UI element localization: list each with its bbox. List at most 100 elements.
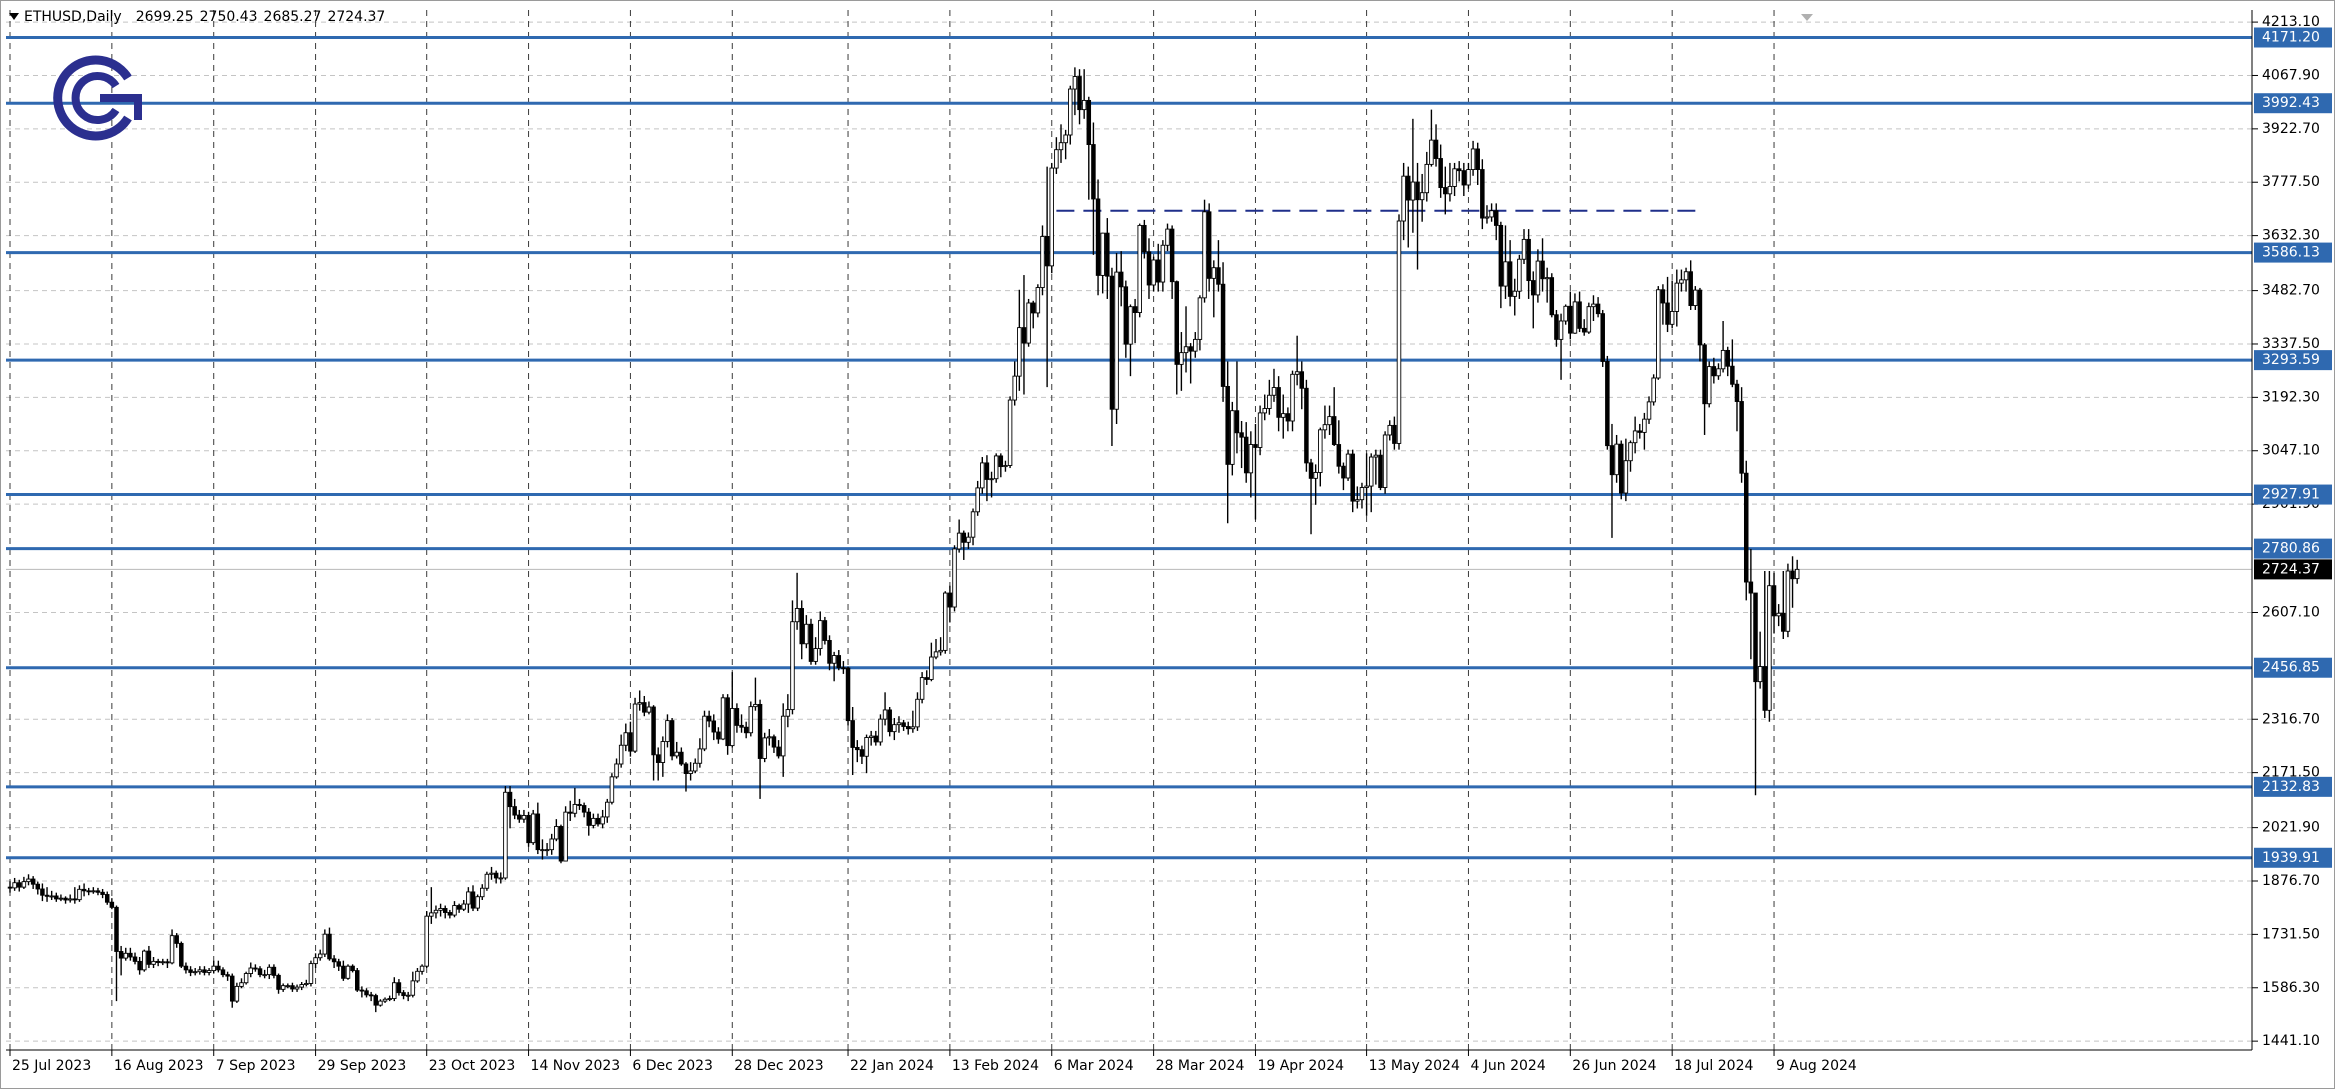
candle-body <box>943 592 948 651</box>
candle-body <box>35 883 41 890</box>
menu-arrow[interactable] <box>9 13 19 20</box>
candle-body <box>1387 424 1392 436</box>
candle-body <box>1521 238 1527 260</box>
candle-body <box>1193 338 1198 352</box>
candle-body <box>183 965 189 971</box>
candle-body <box>605 801 610 818</box>
level-label: 4171.20 <box>2262 29 2320 45</box>
price-label-bg <box>2254 559 2332 580</box>
candle-body <box>748 706 754 734</box>
candle-body <box>174 935 179 944</box>
y-tick-label: 2171.50 <box>2262 765 2320 781</box>
candle-body <box>818 620 823 650</box>
candle-body <box>841 667 846 670</box>
candle-body <box>1396 220 1402 444</box>
candle-body <box>1105 232 1110 277</box>
candle-body <box>530 813 536 844</box>
candle-body <box>683 763 689 774</box>
candle-body <box>1021 327 1027 344</box>
level-label-bg <box>2254 484 2332 505</box>
candle-body <box>12 882 17 889</box>
candle-body <box>1429 139 1434 165</box>
x-tick-label: 18 Jul 2024 <box>1674 1058 1753 1074</box>
candle-body <box>952 548 957 608</box>
candle-body <box>799 608 804 645</box>
candle-body <box>86 890 91 893</box>
x-tick-label: 6 Dec 2023 <box>632 1058 713 1074</box>
candle-body <box>581 805 587 813</box>
candle-body <box>831 655 837 664</box>
candle-body <box>123 952 128 959</box>
candle-body <box>470 891 476 909</box>
candle-body <box>197 969 203 973</box>
candle-body <box>322 933 328 955</box>
candle-body <box>878 718 883 743</box>
candle-body <box>905 726 911 730</box>
candle-body <box>1503 261 1508 287</box>
candle-body <box>517 814 522 820</box>
candle-body <box>165 961 170 964</box>
candle-body <box>54 895 59 900</box>
candle-body <box>544 849 550 852</box>
candle-body <box>17 882 22 888</box>
candle-body <box>1392 424 1397 444</box>
candle-body <box>845 667 851 722</box>
candle-body <box>387 998 392 1000</box>
candle-body <box>1294 371 1300 375</box>
x-tick-label: 28 Mar 2024 <box>1156 1058 1245 1074</box>
candle-body <box>336 961 341 967</box>
candle-body <box>132 956 138 962</box>
candle-body <box>1725 349 1730 367</box>
candle-body <box>628 732 633 752</box>
candle-body <box>1762 666 1768 711</box>
candle-body <box>669 720 675 757</box>
x-tick-label: 6 Mar 2024 <box>1054 1058 1134 1074</box>
level-label: 3293.59 <box>2262 352 2320 368</box>
candle-body <box>1007 399 1013 466</box>
candle-body <box>1489 210 1494 218</box>
candle-body <box>480 887 485 898</box>
candle-body <box>1211 267 1217 279</box>
candle-body <box>632 703 638 752</box>
candle-body <box>489 872 494 875</box>
candle-body <box>1656 289 1661 379</box>
candle-body <box>868 735 874 738</box>
candle-body <box>7 886 13 889</box>
candle-body <box>1757 666 1763 683</box>
candle-body <box>771 736 777 748</box>
candle-body <box>1230 410 1235 465</box>
candle-body <box>1225 385 1230 465</box>
candle-body <box>591 817 596 826</box>
level-label: 2132.83 <box>2262 779 2320 795</box>
candle-body <box>1679 279 1684 284</box>
candle-body <box>910 726 916 730</box>
candle-body <box>618 744 624 765</box>
candle-body <box>378 1000 383 1006</box>
candle-body <box>262 974 267 977</box>
candle-body <box>63 897 68 901</box>
candle-body <box>95 890 101 893</box>
y-tick-label: 1876.70 <box>2262 873 2320 889</box>
candle-body <box>855 746 860 751</box>
candle-body <box>1438 158 1443 189</box>
candle-body <box>702 715 707 750</box>
candle-body <box>350 965 355 972</box>
candle-body <box>1313 472 1318 479</box>
candle-body <box>452 905 457 916</box>
candle-body <box>169 935 175 964</box>
candle-body <box>355 970 360 991</box>
candle-body <box>804 623 809 645</box>
candle-body <box>642 702 647 713</box>
level-label: 1939.91 <box>2262 850 2320 866</box>
levels-layer <box>6 35 2252 860</box>
x-tick-label: 14 Nov 2023 <box>531 1058 621 1074</box>
candle-body <box>248 967 254 974</box>
level-label-bg <box>2254 350 2332 371</box>
candle-body <box>49 895 54 898</box>
candle-body <box>1169 228 1175 283</box>
candle-body <box>308 963 314 984</box>
candle-body <box>1109 275 1115 410</box>
x-tick-label: 28 Dec 2023 <box>734 1058 823 1074</box>
candle-body <box>1517 258 1522 292</box>
candle-body <box>785 709 791 717</box>
